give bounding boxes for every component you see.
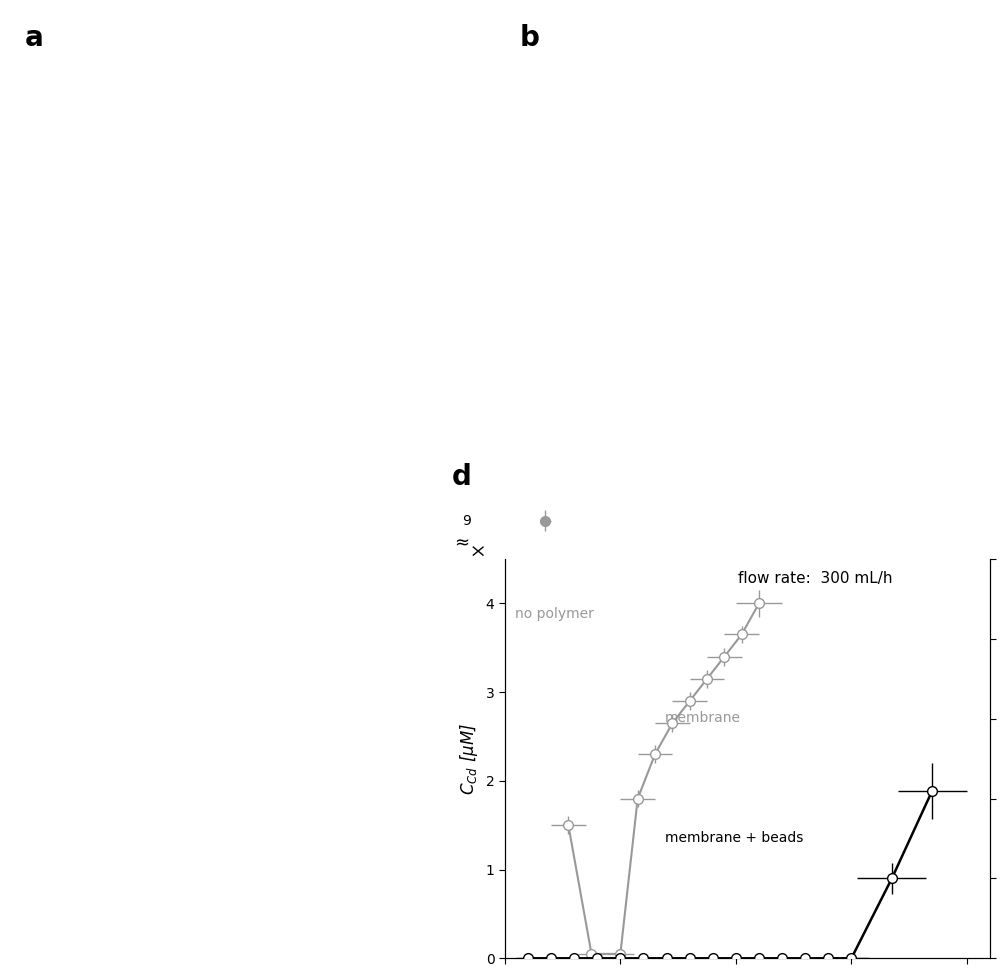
Y-axis label: C$_{Cd}$ [μM]: C$_{Cd}$ [μM] [458, 723, 480, 795]
Text: 9: 9 [462, 513, 471, 528]
Text: ≈: ≈ [454, 534, 469, 552]
Text: c: c [29, 507, 46, 535]
Text: no polymer: no polymer [515, 607, 593, 621]
Text: d: d [451, 463, 471, 491]
Text: membrane: membrane [665, 711, 741, 725]
Text: b: b [519, 23, 539, 51]
Text: a: a [25, 23, 43, 51]
Text: membrane + beads: membrane + beads [665, 831, 803, 844]
Text: flow rate:  300 mL/h: flow rate: 300 mL/h [738, 571, 892, 586]
